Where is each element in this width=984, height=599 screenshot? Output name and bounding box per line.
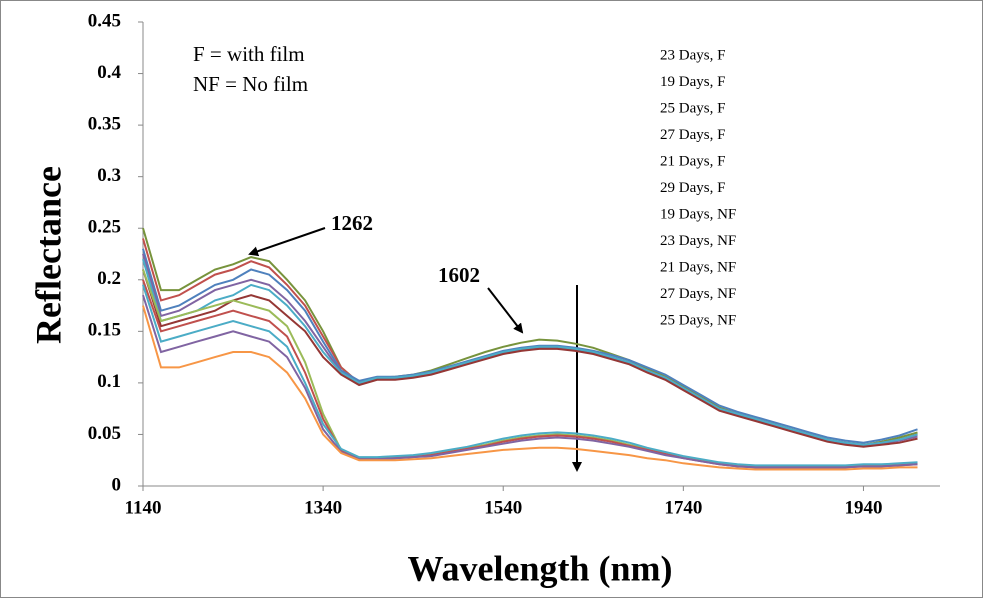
series-line	[142, 248, 918, 444]
legend-entry: 25 Days, NF	[660, 312, 736, 328]
y-tick-label: 0.15	[88, 320, 121, 341]
legend-entry: 25 Days, F	[660, 100, 725, 116]
x-tick-label: 1540	[484, 497, 522, 518]
annotation: 1602	[438, 263, 480, 287]
x-tick-label: 1140	[125, 497, 162, 518]
series-line	[142, 305, 918, 471]
y-tick-label: 0.35	[88, 113, 121, 134]
legend-entry: 19 Days, NF	[660, 206, 736, 222]
legend-entry: 19 Days, F	[660, 74, 725, 90]
series-line	[142, 269, 918, 448]
y-tick-label: 0	[112, 474, 122, 495]
legend-entry: 21 Days, NF	[660, 259, 736, 275]
x-tick-label: 1340	[304, 497, 342, 518]
x-tick-label: 1740	[664, 497, 702, 518]
x-axis-label: Wavelength (nm)	[408, 548, 673, 588]
y-tick-label: 0.3	[97, 165, 121, 186]
x-tick-label: 1940	[844, 497, 882, 518]
arrow-1602	[487, 287, 524, 334]
legend-entry: 23 Days, NF	[660, 233, 736, 249]
series-line	[142, 294, 918, 469]
series-line	[142, 258, 918, 446]
y-tick-label: 0.4	[97, 62, 121, 83]
legend-entry: 21 Days, F	[660, 153, 725, 169]
y-tick-label: 0.2	[97, 268, 121, 289]
arrow-1262	[248, 227, 326, 257]
legend-entry: 29 Days, F	[660, 180, 725, 196]
series-line	[142, 284, 918, 467]
annotation: NF = No film	[193, 72, 308, 96]
annotation: F = with film	[193, 42, 305, 66]
plot-area	[138, 21, 940, 491]
y-tick-label: 0.1	[97, 371, 121, 392]
y-tick-label: 0.05	[88, 423, 121, 444]
legend-entry: 23 Days, F	[660, 47, 725, 63]
y-axis-label: Reflectance	[28, 166, 68, 344]
legend-entry: 27 Days, F	[660, 127, 725, 143]
y-tick-label: 0.25	[88, 217, 121, 238]
annotation: 1262	[331, 211, 373, 235]
legend-entry: 27 Days, NF	[660, 286, 736, 302]
y-tick-label: 0.45	[88, 10, 121, 31]
